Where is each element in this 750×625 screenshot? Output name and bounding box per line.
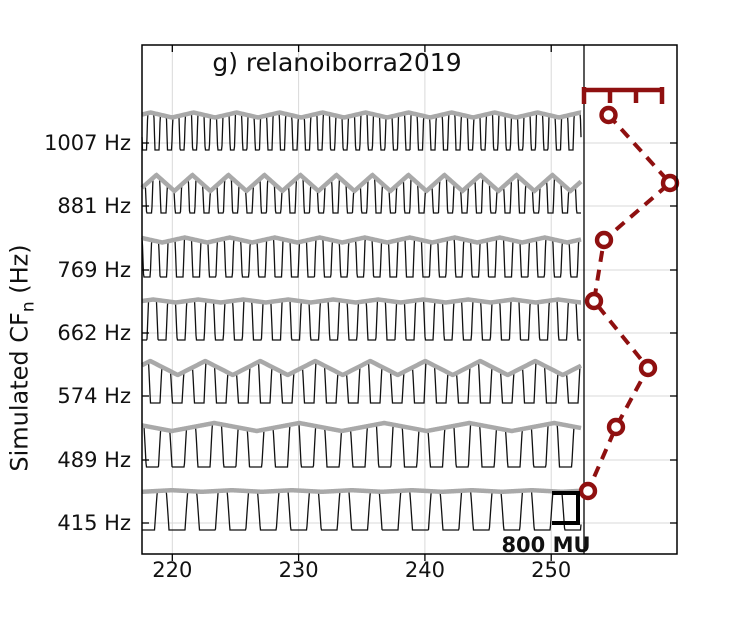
waveform-path	[141, 236, 582, 278]
metric-marker	[606, 417, 626, 437]
waveform-rows	[140, 110, 583, 531]
metric-marker	[578, 481, 598, 501]
envelope-path	[141, 110, 582, 120]
plot-title: g) relanoiborra2019	[212, 48, 462, 77]
envelope-path	[140, 358, 583, 378]
x-tick-label: 230	[278, 558, 319, 582]
envelope-path	[141, 420, 582, 434]
x-tick-label: 220	[152, 558, 193, 582]
y-tick-label: 769 Hz	[57, 258, 131, 282]
envelope-path	[141, 487, 582, 495]
metric-ruler-scale	[581, 87, 665, 104]
waveform-path	[142, 298, 581, 341]
metric-marker	[660, 173, 680, 193]
envelope-path	[141, 297, 581, 305]
y-tick-label: 489 Hz	[57, 448, 131, 472]
waveform-path	[141, 174, 581, 214]
x-tick-label: 240	[404, 558, 445, 582]
metric-series	[578, 87, 680, 501]
metric-marker	[594, 230, 614, 250]
x-tick-label: 250	[531, 558, 572, 582]
metric-marker	[599, 105, 618, 125]
axes-frame	[141, 44, 678, 555]
scalebar-label: 800 MU	[501, 533, 591, 557]
y-tick-label: 881 Hz	[57, 194, 131, 218]
envelope-path	[141, 235, 582, 245]
y-tick-label: 415 Hz	[57, 511, 131, 535]
y-tick-label: 574 Hz	[57, 384, 131, 408]
metric-marker	[638, 358, 658, 378]
envelope-path	[140, 172, 583, 194]
y-tick-label: 1007 Hz	[44, 131, 131, 155]
scalebar-bracket	[552, 491, 580, 525]
metric-marker	[584, 291, 604, 311]
waveform-path	[142, 489, 582, 531]
axis-ticks	[142, 45, 677, 561]
y-tick-label: 662 Hz	[57, 321, 131, 345]
y-axis-label-subscript: n	[18, 301, 39, 313]
